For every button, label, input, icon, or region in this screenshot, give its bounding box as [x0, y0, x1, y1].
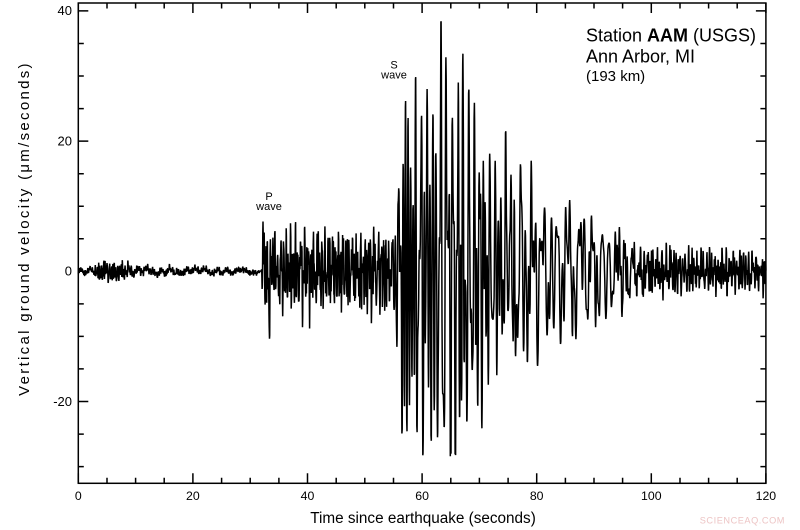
svg-text:20: 20: [58, 133, 72, 148]
svg-text:-20: -20: [53, 394, 72, 409]
svg-text:20: 20: [186, 489, 200, 503]
svg-text:Ann Arbor, MI: Ann Arbor, MI: [586, 47, 695, 67]
svg-text:SCIENCEAQ.COM: SCIENCEAQ.COM: [700, 516, 785, 526]
svg-text:P: P: [265, 191, 272, 203]
svg-text:40: 40: [301, 489, 315, 503]
svg-text:0: 0: [65, 264, 72, 279]
svg-text:Vertical ground velocity (μm/s: Vertical ground velocity (μm/seconds): [16, 61, 33, 396]
svg-text:S: S: [390, 60, 397, 72]
svg-text:Time since earthquake (seconds: Time since earthquake (seconds): [310, 510, 536, 527]
svg-text:wave: wave: [380, 70, 407, 82]
svg-text:(193 km): (193 km): [586, 68, 645, 85]
svg-text:60: 60: [415, 489, 429, 503]
svg-text:0: 0: [75, 489, 82, 503]
svg-text:wave: wave: [255, 201, 282, 213]
svg-text:Station AAM (USGS): Station AAM (USGS): [586, 26, 756, 46]
svg-text:120: 120: [756, 489, 777, 503]
svg-text:80: 80: [530, 489, 544, 503]
svg-text:100: 100: [641, 489, 662, 503]
svg-text:40: 40: [58, 3, 72, 18]
